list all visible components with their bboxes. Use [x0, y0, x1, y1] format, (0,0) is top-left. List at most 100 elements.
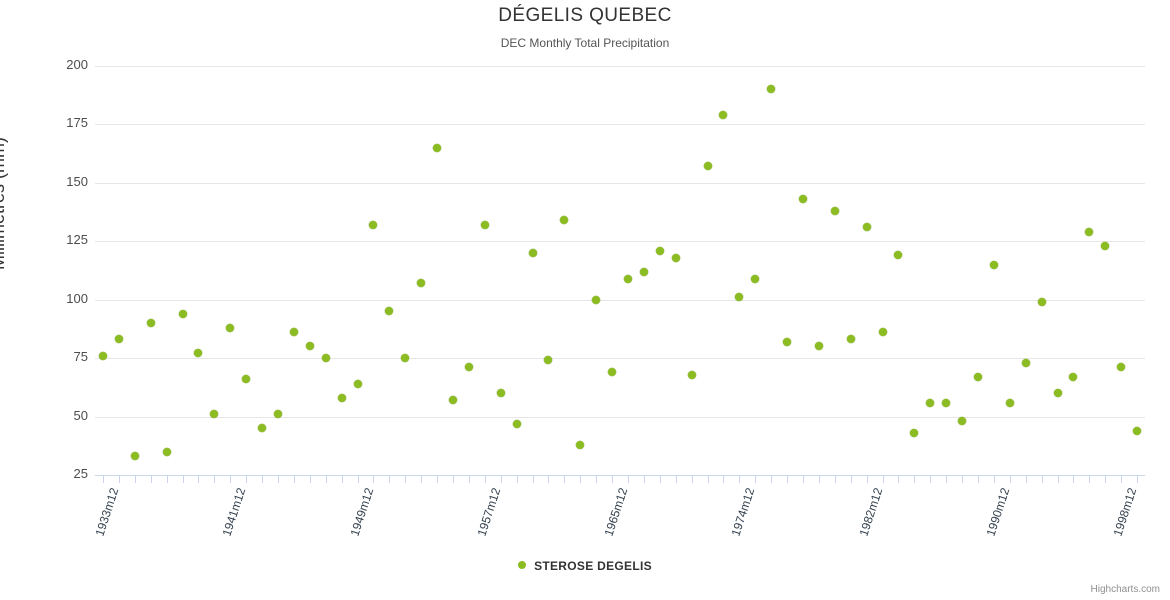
x-axis-tick: [230, 476, 232, 483]
x-axis-tick: [118, 476, 120, 483]
x-axis-tick: [214, 476, 216, 483]
gridline: [95, 124, 1145, 126]
data-point[interactable]: [1085, 227, 1094, 236]
data-point[interactable]: [433, 143, 442, 152]
data-point[interactable]: [242, 375, 251, 384]
data-point[interactable]: [305, 342, 314, 351]
data-point[interactable]: [544, 356, 553, 365]
x-axis-tick: [1105, 476, 1107, 483]
data-point[interactable]: [576, 440, 585, 449]
data-point[interactable]: [146, 319, 155, 328]
data-point[interactable]: [719, 111, 728, 120]
data-point[interactable]: [798, 195, 807, 204]
x-axis-tick: [452, 476, 454, 483]
data-point[interactable]: [401, 354, 410, 363]
data-point[interactable]: [194, 349, 203, 358]
x-axis-tick: [977, 476, 979, 483]
data-point[interactable]: [878, 328, 887, 337]
data-point[interactable]: [703, 162, 712, 171]
data-point[interactable]: [751, 274, 760, 283]
highcharts-credit-link[interactable]: Highcharts.com: [1090, 584, 1160, 595]
data-point[interactable]: [560, 216, 569, 225]
x-axis-tick: [262, 476, 264, 483]
data-point[interactable]: [1117, 363, 1126, 372]
data-point[interactable]: [114, 335, 123, 344]
data-point[interactable]: [226, 323, 235, 332]
data-point[interactable]: [512, 419, 521, 428]
data-point[interactable]: [623, 274, 632, 283]
data-point[interactable]: [783, 337, 792, 346]
data-point[interactable]: [464, 363, 473, 372]
data-point[interactable]: [1133, 426, 1142, 435]
data-point[interactable]: [337, 393, 346, 402]
data-point[interactable]: [687, 370, 696, 379]
data-point[interactable]: [910, 428, 919, 437]
plot-area: [95, 66, 1145, 476]
data-point[interactable]: [321, 354, 330, 363]
legend-item-sterose-degelis[interactable]: STEROSE DEGELIS: [518, 559, 652, 573]
x-axis-tick: [1025, 476, 1027, 483]
data-point[interactable]: [130, 452, 139, 461]
data-point[interactable]: [830, 206, 839, 215]
data-point[interactable]: [767, 85, 776, 94]
data-point[interactable]: [973, 372, 982, 381]
data-point[interactable]: [1101, 241, 1110, 250]
gridline: [95, 66, 1145, 67]
x-axis-tick: [134, 476, 136, 483]
data-point[interactable]: [655, 246, 664, 255]
x-axis-tick: [1073, 476, 1075, 483]
x-axis-tick: [1009, 476, 1011, 483]
x-axis-tick: [866, 476, 868, 483]
y-axis-tick-label: 150: [66, 173, 88, 189]
data-point[interactable]: [1037, 298, 1046, 307]
data-point[interactable]: [496, 389, 505, 398]
data-point[interactable]: [671, 253, 680, 262]
data-point[interactable]: [98, 351, 107, 360]
data-point[interactable]: [1005, 398, 1014, 407]
data-point[interactable]: [289, 328, 298, 337]
data-point[interactable]: [417, 279, 426, 288]
x-axis-tick: [850, 476, 852, 483]
data-point[interactable]: [1021, 358, 1030, 367]
data-point[interactable]: [735, 293, 744, 302]
x-axis-tick: [421, 476, 423, 483]
data-point[interactable]: [353, 379, 362, 388]
data-point[interactable]: [592, 295, 601, 304]
chart-legend: STEROSE DEGELIS: [0, 559, 1170, 573]
data-point[interactable]: [989, 260, 998, 269]
chart-title: DÉGELIS QUEBEC: [498, 5, 672, 26]
data-point[interactable]: [385, 307, 394, 316]
x-axis-tick: [596, 476, 598, 483]
data-point[interactable]: [862, 223, 871, 232]
data-point[interactable]: [639, 267, 648, 276]
data-point[interactable]: [894, 251, 903, 260]
data-point[interactable]: [1053, 389, 1062, 398]
y-axis-title: Millimetres (mm): [0, 137, 8, 270]
data-point[interactable]: [480, 220, 489, 229]
x-axis-tick: [357, 476, 359, 483]
legend-item-label: STEROSE DEGELIS: [534, 559, 652, 573]
x-axis-tick: [914, 476, 916, 483]
x-axis-tick: [532, 476, 534, 483]
data-point[interactable]: [210, 410, 219, 419]
x-axis-tick: [150, 476, 152, 483]
data-point[interactable]: [528, 248, 537, 257]
data-point[interactable]: [942, 398, 951, 407]
data-point[interactable]: [273, 410, 282, 419]
data-point[interactable]: [846, 335, 855, 344]
x-axis-tick-label: 1965m12: [601, 486, 631, 538]
data-point[interactable]: [608, 368, 617, 377]
data-point[interactable]: [258, 424, 267, 433]
x-axis-tick: [691, 476, 693, 483]
data-point[interactable]: [369, 220, 378, 229]
data-point[interactable]: [814, 342, 823, 351]
data-point[interactable]: [958, 417, 967, 426]
x-axis-tick: [516, 476, 518, 483]
data-point[interactable]: [926, 398, 935, 407]
data-point[interactable]: [162, 447, 171, 456]
x-axis-tick: [723, 476, 725, 483]
x-axis-tick-label: 1974m12: [728, 486, 758, 538]
data-point[interactable]: [1069, 372, 1078, 381]
data-point[interactable]: [448, 396, 457, 405]
data-point[interactable]: [178, 309, 187, 318]
